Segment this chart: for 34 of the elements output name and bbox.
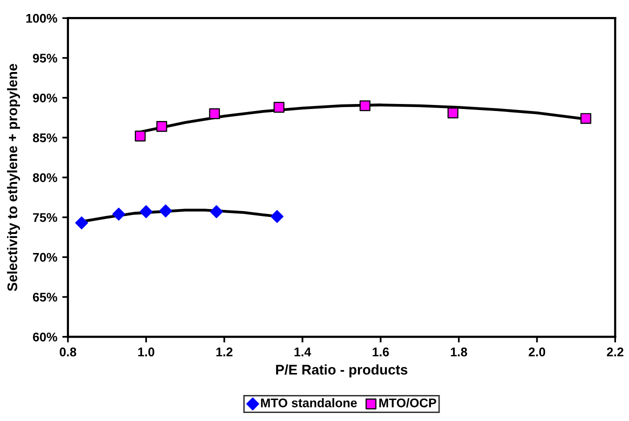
x-tick-label: 1.8 bbox=[450, 348, 468, 356]
legend-label: MTO/OCP bbox=[379, 398, 436, 408]
y-tick-label: 65% bbox=[32, 292, 58, 302]
point bbox=[360, 100, 370, 112]
point bbox=[274, 102, 284, 113]
y-tick-label: 95% bbox=[32, 54, 58, 63]
point bbox=[140, 205, 153, 218]
y-tick-label: 70% bbox=[33, 252, 58, 262]
x-axis-title: P/E Ratio - products bbox=[276, 364, 408, 378]
x-tick-label: 1.4 bbox=[294, 348, 312, 356]
point bbox=[134, 130, 146, 142]
y-tick-label: 85% bbox=[32, 133, 58, 142]
y-tick-label: 100% bbox=[26, 14, 58, 23]
x-tick-label: 2.0 bbox=[528, 348, 546, 356]
point bbox=[156, 121, 168, 132]
y-tick-label: 60% bbox=[32, 332, 58, 342]
x-tick-label: 1.6 bbox=[372, 348, 389, 356]
point bbox=[270, 210, 284, 223]
point bbox=[112, 208, 126, 221]
y-tick-label: 90% bbox=[32, 94, 58, 102]
x-tick-label: 2.2 bbox=[606, 348, 624, 356]
point bbox=[210, 205, 223, 218]
legend-label: MTO standalone bbox=[261, 398, 357, 408]
y-tick-label: 75% bbox=[33, 213, 58, 222]
y-axis-title: Selectivity to ethylene + propylene bbox=[7, 64, 20, 292]
x-tick-label: 0.8 bbox=[60, 348, 76, 356]
x-tick-label: 1.2 bbox=[216, 348, 232, 356]
point bbox=[580, 113, 592, 124]
x-tick-label: 1.0 bbox=[138, 348, 154, 356]
point bbox=[448, 108, 458, 118]
point bbox=[209, 108, 220, 120]
y-tick-label: 80% bbox=[32, 173, 58, 182]
point bbox=[159, 204, 172, 218]
point bbox=[75, 216, 88, 230]
